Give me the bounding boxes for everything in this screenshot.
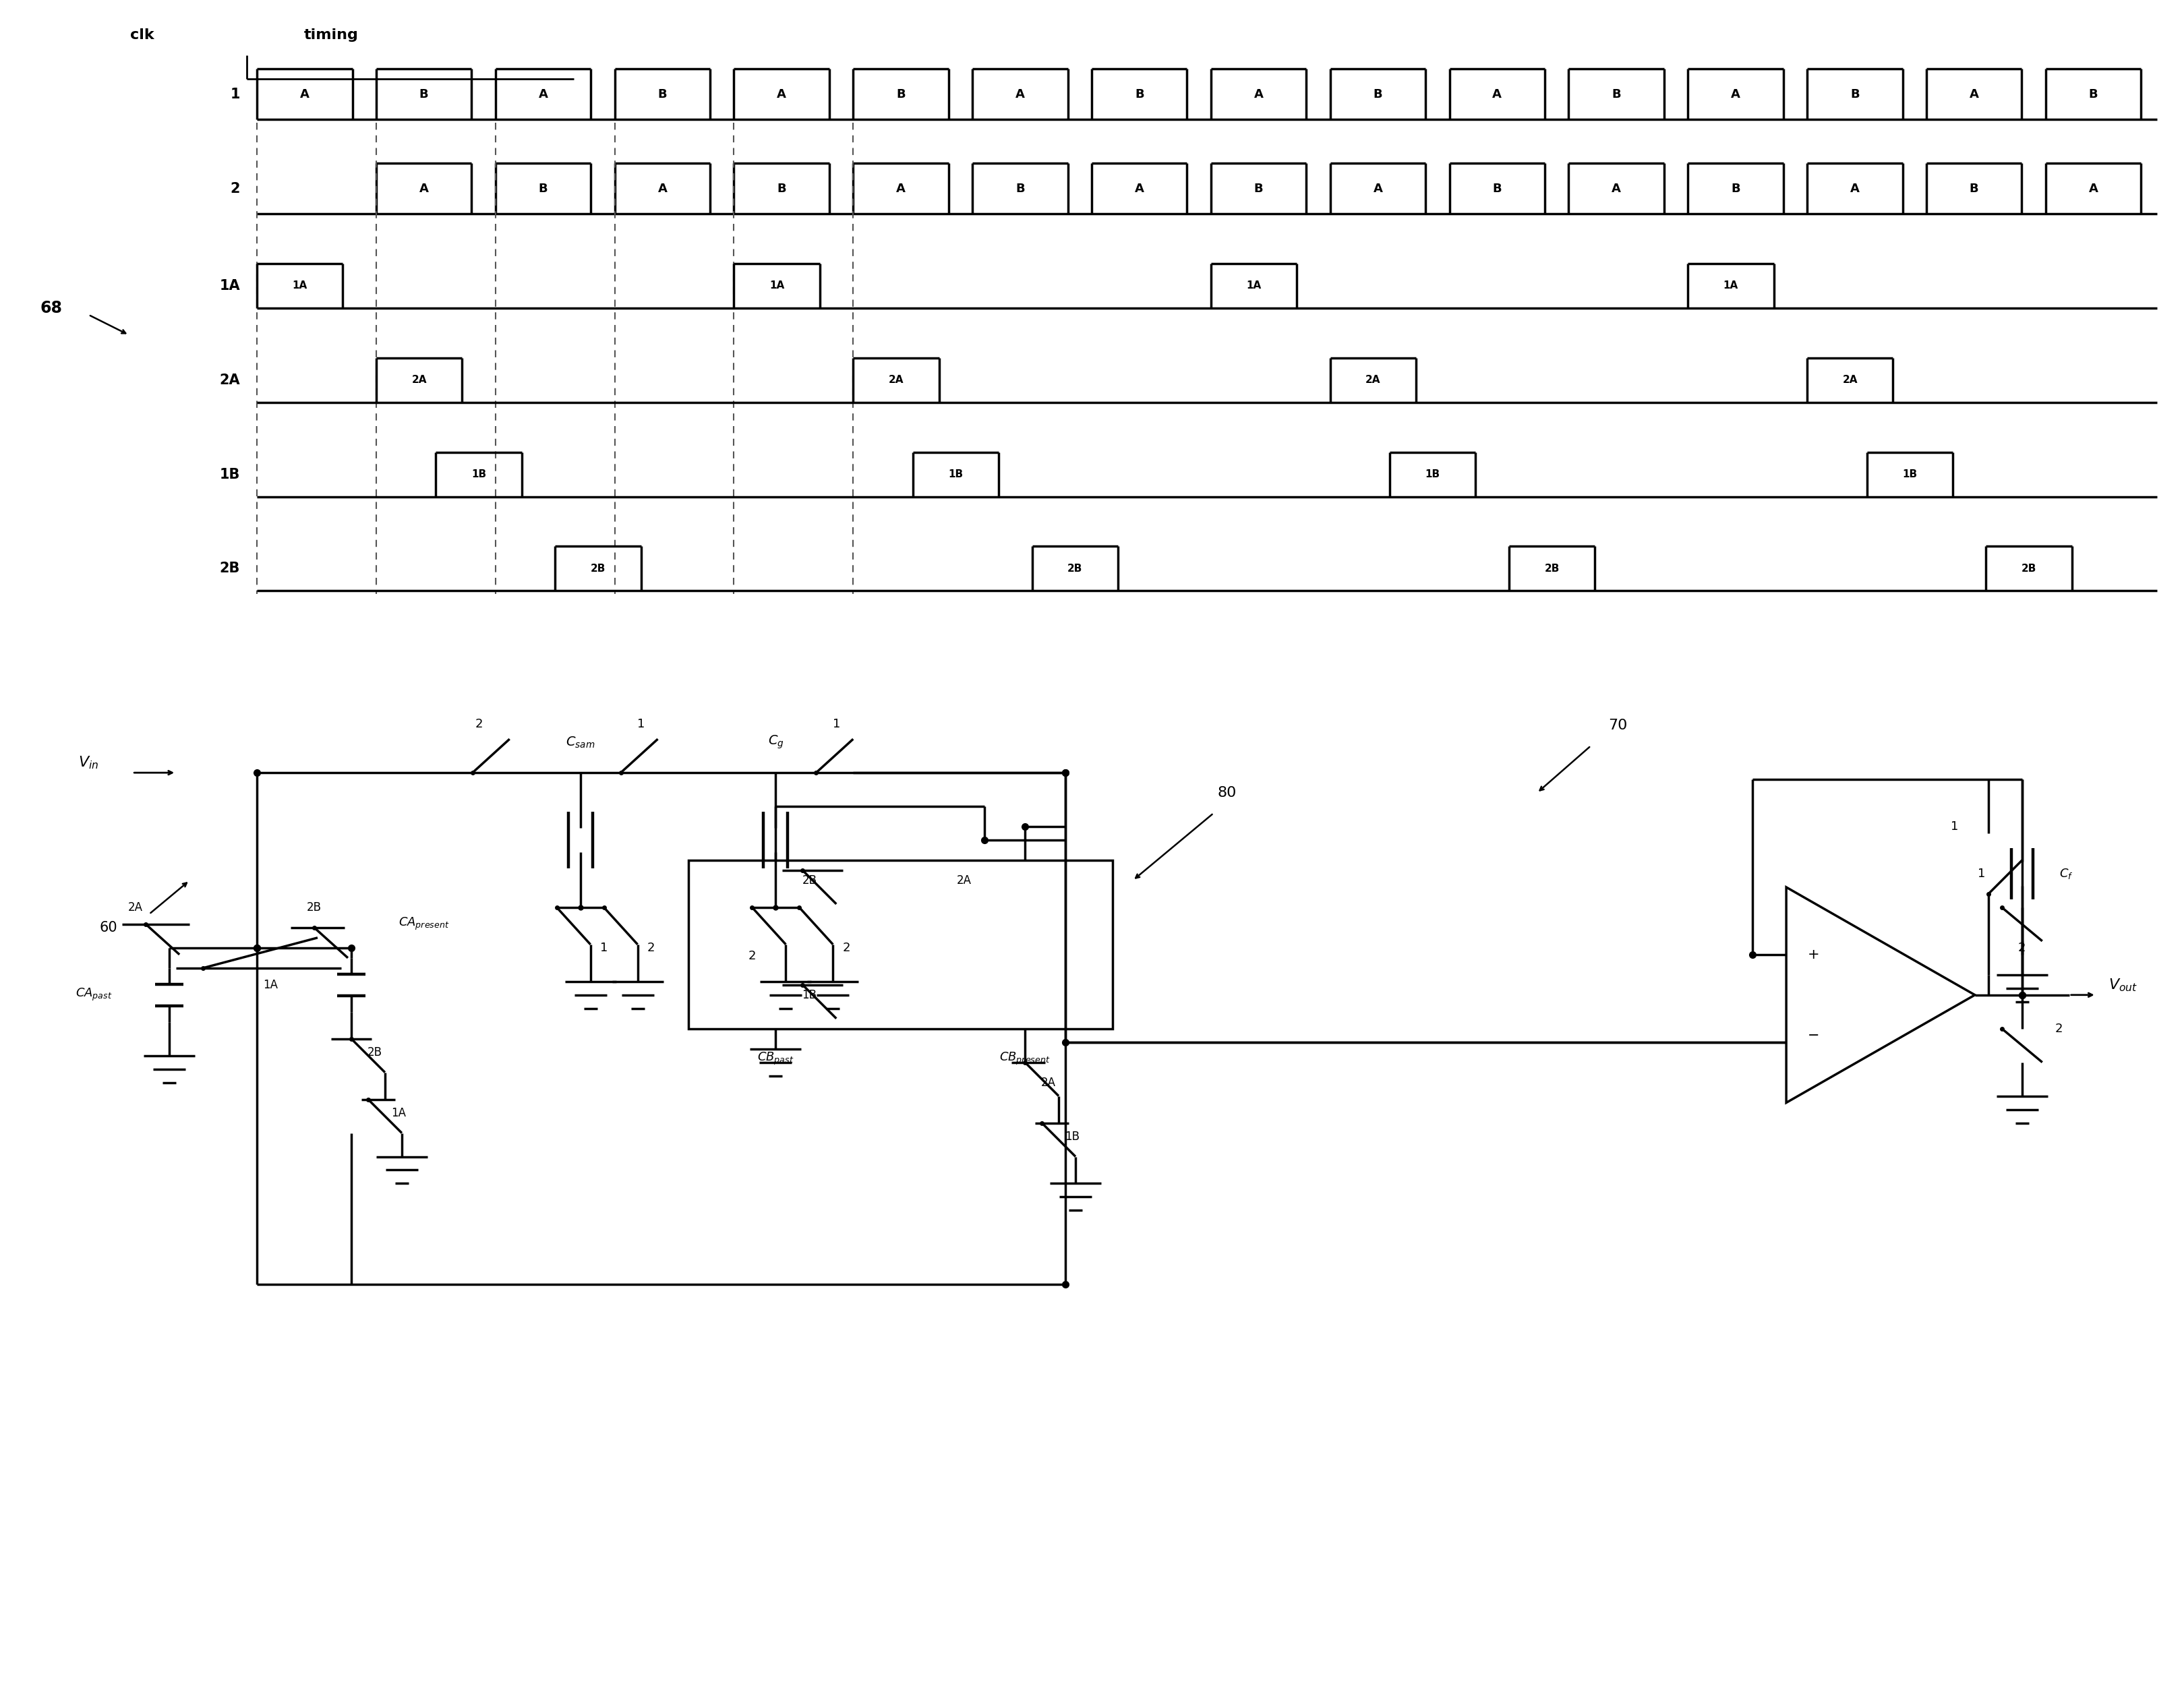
Text: 1: 1 [1950,821,1959,833]
Text: 2A: 2A [1843,375,1859,385]
Text: −: − [1808,1029,1819,1042]
Text: $CA_{present}$: $CA_{present}$ [397,916,450,932]
Text: 2B: 2B [306,901,321,913]
Text: B: B [1612,89,1621,100]
Text: B: B [419,89,428,100]
Text: 70: 70 [1607,719,1627,732]
Text: $C_g$: $C_g$ [769,734,784,751]
Text: A: A [539,89,548,100]
Text: 1B: 1B [1902,470,1918,480]
Text: 2: 2 [749,950,756,962]
Text: 2B: 2B [1068,564,1083,574]
Text: 2B: 2B [221,562,240,576]
Text: A: A [1612,182,1621,194]
Text: 68: 68 [39,300,63,317]
Text: 1A: 1A [1247,281,1262,291]
Text: 60: 60 [100,921,118,935]
Text: 2A: 2A [957,874,972,887]
Text: $C_f$: $C_f$ [2060,867,2073,880]
Text: A: A [1850,182,1859,194]
Text: A: A [1254,89,1262,100]
Text: A: A [657,182,666,194]
Text: B: B [1850,89,1859,100]
Text: 1: 1 [1979,867,1985,880]
Text: A: A [1492,89,1503,100]
Text: $C_{sam}$: $C_{sam}$ [566,736,594,749]
Text: 2: 2 [2018,942,2027,954]
Text: A: A [299,89,310,100]
Text: 1A: 1A [769,281,784,291]
Text: 2B: 2B [802,874,817,887]
Text: 2A: 2A [218,373,240,387]
Text: 2A: 2A [411,375,426,385]
Text: B: B [1136,89,1144,100]
Text: A: A [1016,89,1024,100]
Text: 1: 1 [601,942,607,954]
Text: B: B [1374,89,1382,100]
Text: B: B [1970,182,1979,194]
Text: 1A: 1A [262,979,277,991]
Text: B: B [2088,89,2099,100]
Text: 1: 1 [638,719,644,731]
Bar [688,860,1112,1029]
Text: A: A [2088,182,2099,194]
Text: 1B: 1B [472,470,487,480]
Text: B: B [778,182,786,194]
Text: +: + [1806,949,1819,960]
Text: A: A [895,182,906,194]
Text: 2A: 2A [1042,1076,1055,1088]
Text: 2B: 2B [1544,564,1559,574]
Text: B: B [1016,182,1024,194]
Text: 1B: 1B [802,989,817,1001]
Text: 2: 2 [229,182,240,196]
Text: 2: 2 [476,719,483,731]
Text: B: B [1732,182,1741,194]
Text: 1: 1 [832,719,841,731]
Text: 2A: 2A [1365,375,1380,385]
Text: A: A [778,89,786,100]
Text: 2B: 2B [590,564,605,574]
Text: 2: 2 [843,942,850,954]
Text: 2A: 2A [129,901,144,913]
Text: 2A: 2A [889,375,904,385]
Text: 1B: 1B [948,470,963,480]
Text: timing: timing [304,29,358,43]
Text: A: A [1970,89,1979,100]
Text: $CB_{past}$: $CB_{past}$ [758,1051,795,1066]
Text: $V_{out}$: $V_{out}$ [2108,978,2138,993]
Text: B: B [539,182,548,194]
Text: 2: 2 [646,942,655,954]
Text: 1A: 1A [391,1107,406,1119]
Text: A: A [1136,182,1144,194]
Text: 1B: 1B [221,468,240,482]
Text: B: B [657,89,666,100]
Text: $CA_{past}$: $CA_{past}$ [74,988,111,1003]
Text: 80: 80 [1216,787,1236,800]
Text: 1: 1 [229,87,240,100]
Text: 1B: 1B [1066,1131,1079,1143]
Text: 2B: 2B [2022,564,2035,574]
Text: clk: clk [131,29,155,43]
Text: B: B [1254,182,1262,194]
Text: A: A [1374,182,1382,194]
Text: B: B [1492,182,1503,194]
Text: A: A [1732,89,1741,100]
Text: $CB_{present}$: $CB_{present}$ [1000,1051,1051,1066]
Text: 2B: 2B [367,1046,382,1058]
Text: 1B: 1B [1426,470,1439,480]
Text: A: A [419,182,428,194]
Text: 2: 2 [2055,1022,2064,1035]
Text: 1A: 1A [293,281,308,291]
Text: 1A: 1A [1723,281,1738,291]
Text: B: B [895,89,906,100]
Text: $V_{in}$: $V_{in}$ [79,754,98,770]
Text: 1A: 1A [218,279,240,293]
